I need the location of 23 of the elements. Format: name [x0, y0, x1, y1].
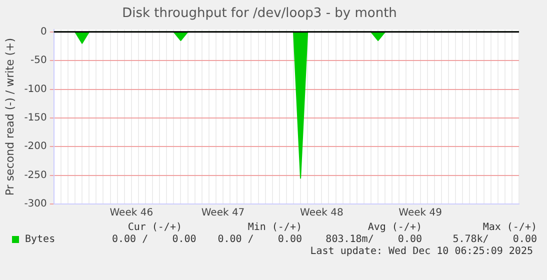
legend-label: Bytes: [25, 234, 56, 245]
text: Last update: Wed Dec 10 06:25:09 2025: [309, 246, 533, 257]
y-tick-label: -150: [24, 112, 47, 124]
text: 803.18m/ 0.00: [324, 234, 422, 245]
y-tick-label: -50: [30, 55, 47, 66]
y-tick-label: -250: [24, 170, 47, 181]
text: Min (-/+): [246, 222, 302, 233]
x-tick-label: Week 46: [110, 208, 154, 219]
x-tick-label: Week 47: [201, 208, 245, 219]
text: Avg (-/+): [366, 222, 422, 233]
text: Max (-/+): [482, 222, 537, 233]
y-axis-title: Pr second read (-) / write (+): [3, 38, 16, 196]
y-tick-label: 0: [40, 26, 47, 38]
text: 5.78k/ 0.00: [452, 234, 537, 245]
y-tick-label: -300: [24, 198, 47, 210]
y-tick-label: -100: [24, 84, 47, 95]
chart-title: Disk throughput for /dev/loop3 - by month: [122, 6, 397, 22]
x-tick-label: Week 48: [300, 208, 344, 219]
x-tick-label: Week 49: [398, 208, 442, 219]
y-tick-label: -200: [24, 141, 47, 152]
text: 0.00 / 0.00: [218, 234, 302, 245]
text: Cur (-/+): [126, 222, 182, 233]
text: 0.00 / 0.00: [112, 234, 196, 245]
